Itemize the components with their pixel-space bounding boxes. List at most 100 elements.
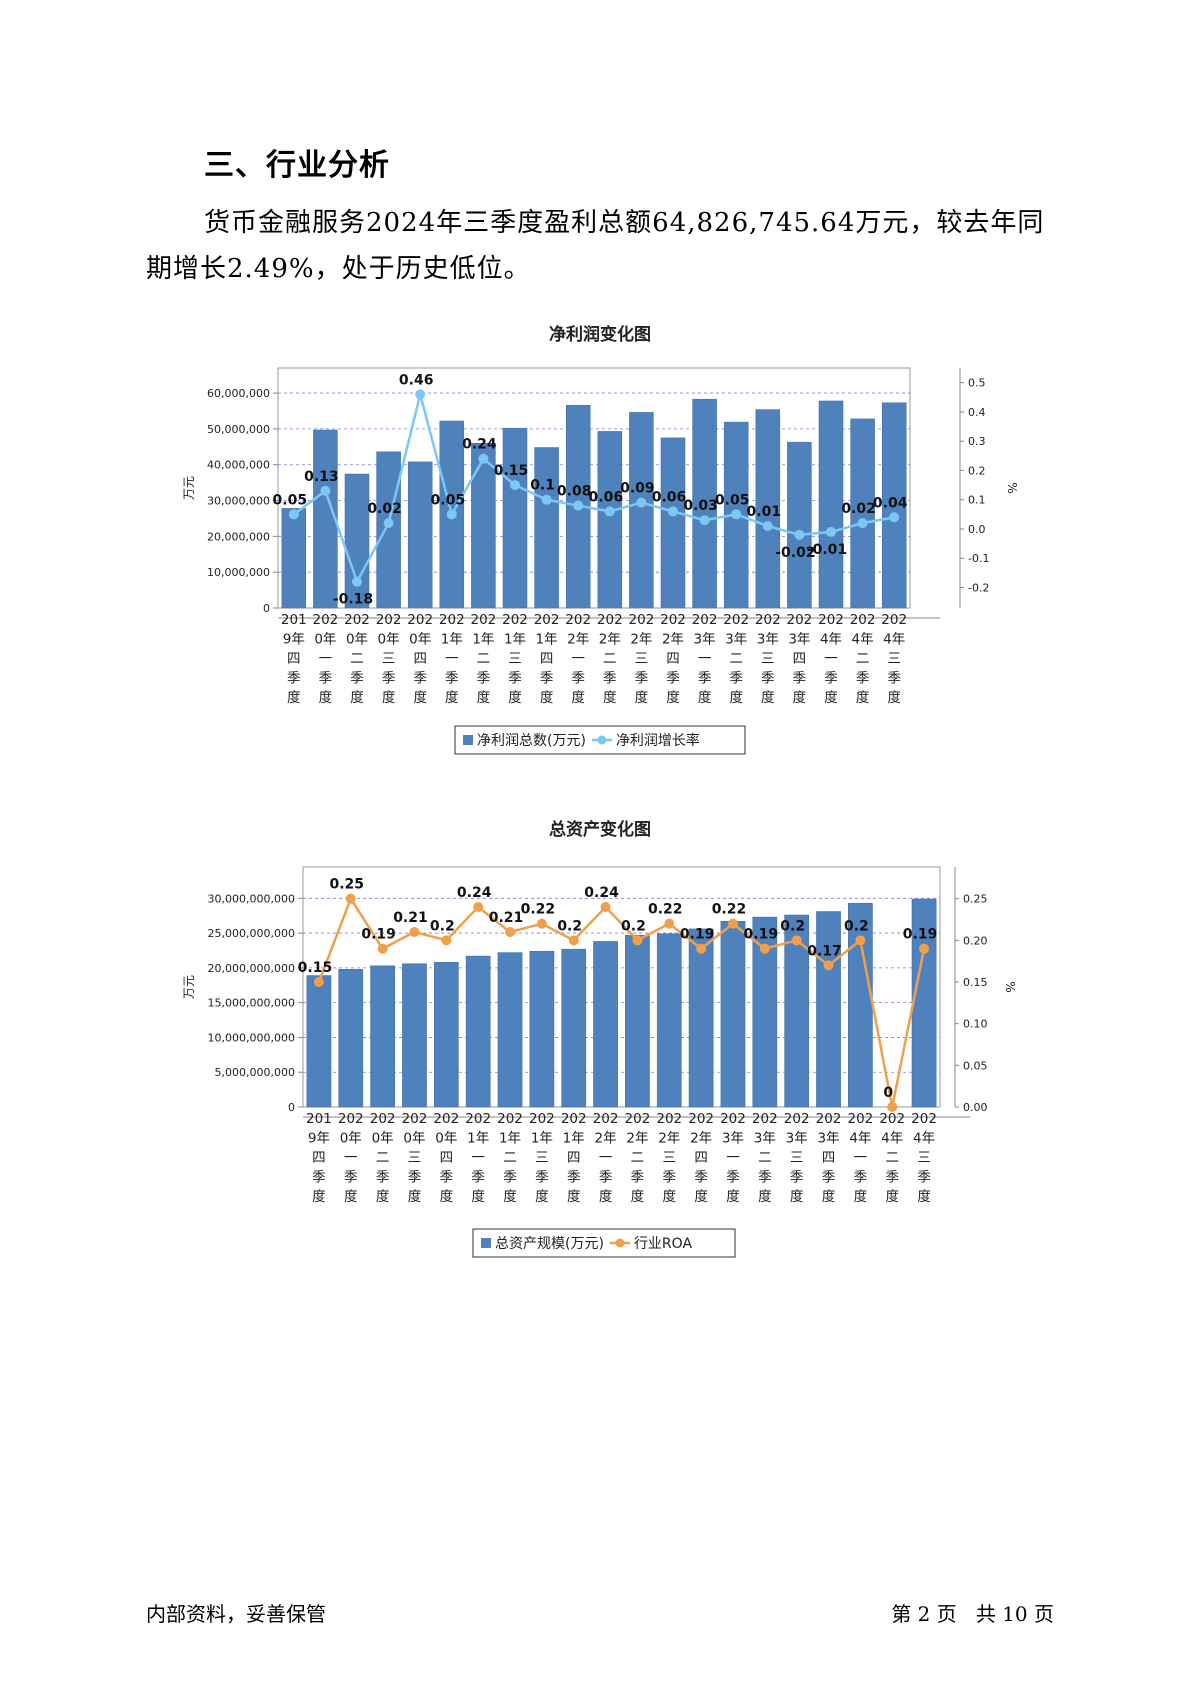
legend-bar-swatch <box>463 735 473 745</box>
data-label: 0.19 <box>680 927 715 943</box>
series-point <box>288 509 299 520</box>
category-label-line: 三 <box>635 651 649 667</box>
category-label-line: 202 <box>338 1111 364 1127</box>
category-label-line: 季 <box>408 1170 422 1186</box>
category-label-line: 度 <box>382 690 396 706</box>
bar <box>281 508 307 609</box>
left-axis-title: 万元 <box>182 975 196 999</box>
category-label-line: 季 <box>761 671 775 687</box>
right-tick-label: 0.15 <box>963 976 988 989</box>
data-label: 0.05 <box>431 492 466 508</box>
series-point <box>855 935 866 946</box>
data-label: 0.22 <box>712 902 747 918</box>
category-label-line: 202 <box>502 612 528 628</box>
category-label-line: 季 <box>382 671 396 687</box>
series-point <box>409 927 420 937</box>
category-label-line: 0年 <box>372 1131 394 1147</box>
bar <box>593 941 618 1108</box>
net-profit-chart: 净利润变化图 0 10,000,000 20,000,000 30,000,000 40,… <box>0 320 1191 770</box>
category-label-line: 季 <box>729 671 743 687</box>
category-label-line: 1年 <box>467 1131 489 1147</box>
category-label-line: 0年 <box>409 632 431 648</box>
category-label-line: 4年 <box>849 1131 871 1147</box>
series-point <box>791 935 802 946</box>
bar <box>306 975 332 1108</box>
category-label-line: 季 <box>477 671 491 687</box>
series-point <box>919 943 930 954</box>
category-label-line: 3年 <box>694 632 716 648</box>
category-label-line: 一 <box>344 1150 358 1166</box>
series-line <box>293 394 895 585</box>
series-point <box>377 943 388 954</box>
category-label-line: 三 <box>508 651 522 667</box>
series-point <box>536 918 547 929</box>
category-label-line: 202 <box>692 612 718 628</box>
bar <box>720 921 746 1108</box>
category-label-line: 季 <box>350 671 364 687</box>
category-label-line: 1年 <box>531 1131 553 1147</box>
data-label: -0.02 <box>775 545 815 561</box>
left-tick-label: 20,000,000 <box>207 530 270 543</box>
category-label-line: 202 <box>787 612 813 628</box>
bar <box>561 948 587 1108</box>
bar <box>850 418 875 609</box>
category-label-line: 度 <box>917 1189 931 1205</box>
left-tick-label: 20,000,000,000 <box>208 962 295 975</box>
category-label-line: 季 <box>854 1170 868 1186</box>
series-point <box>887 1102 898 1112</box>
bar <box>497 952 523 1108</box>
category-label-line: 四 <box>822 1150 836 1166</box>
series-point <box>313 977 324 987</box>
category-label-line: 季 <box>503 1170 517 1186</box>
category-label-line: 度 <box>824 690 838 706</box>
plot-frame <box>277 367 911 609</box>
series-point <box>415 389 426 400</box>
category-label-line: 1年 <box>472 632 494 648</box>
series-point <box>478 453 489 464</box>
category-label-line: 季 <box>726 1170 740 1186</box>
legend-line-label: 净利润增长率 <box>616 732 700 749</box>
category-label-line: 度 <box>471 1189 485 1205</box>
bar <box>376 451 401 609</box>
category-label-line: 202 <box>720 1111 746 1127</box>
data-label: 0.05 <box>715 492 750 508</box>
category-label-line: 季 <box>822 1170 836 1186</box>
bar <box>629 412 654 609</box>
category-label-line: 季 <box>856 671 870 687</box>
data-label: -0.18 <box>333 592 373 608</box>
category-label-line: 季 <box>344 1170 358 1186</box>
legend: 总资产规模(万元) 行业ROA <box>472 1228 736 1258</box>
data-label: 0.2 <box>780 918 805 934</box>
category-label-line: 3年 <box>817 1131 839 1147</box>
category-label-line: 201 <box>281 612 307 628</box>
category-label-line: 度 <box>793 690 807 706</box>
total-assets-chart-svg: 总资产变化图 0 5,000,000,000 10,000,000,000 15,000… <box>182 819 1017 1258</box>
category-label-line: 202 <box>433 1111 459 1127</box>
data-label: 0.22 <box>521 902 556 918</box>
bar <box>529 950 555 1108</box>
bar <box>534 447 559 609</box>
category-label-line: 季 <box>790 1170 804 1186</box>
category-label-line: 二 <box>503 1150 517 1166</box>
category-label-line: 度 <box>408 1189 422 1205</box>
data-label: 0.08 <box>557 484 592 500</box>
category-label-line: 季 <box>508 671 522 687</box>
category-label-line: 202 <box>402 1111 428 1127</box>
category-label-line: 季 <box>698 671 712 687</box>
left-tick-label: 5,000,000,000 <box>215 1066 295 1079</box>
category-label-line: 度 <box>571 690 585 706</box>
category-label-line: 202 <box>656 1111 682 1127</box>
category-label-line: 4年 <box>881 1131 903 1147</box>
data-label: 0.22 <box>648 902 683 918</box>
left-tick-label: 10,000,000,000 <box>208 1031 295 1044</box>
series-point <box>823 960 834 971</box>
data-label: 0.2 <box>430 918 455 934</box>
category-label-line: 度 <box>698 690 712 706</box>
